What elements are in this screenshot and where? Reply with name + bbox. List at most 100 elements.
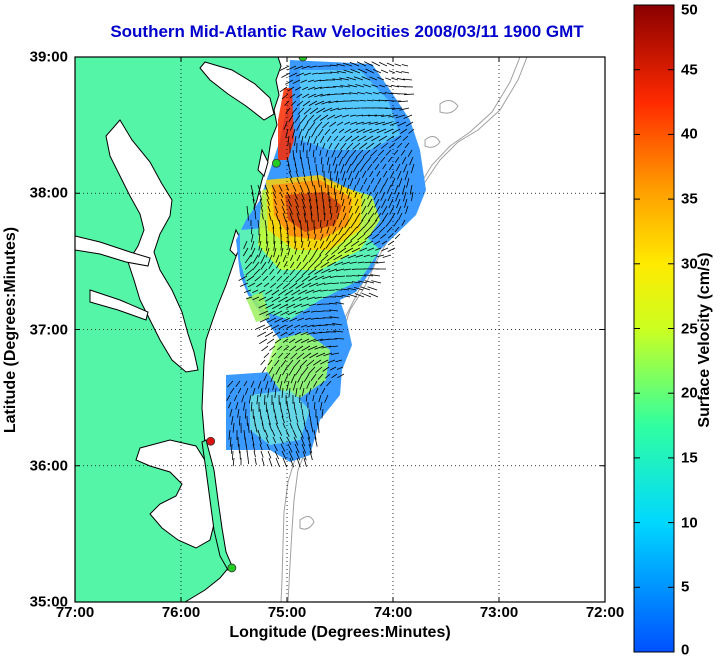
vector-arrow [265, 296, 274, 302]
vector-arrow [324, 373, 331, 379]
vector-arrow [296, 93, 303, 99]
vector-arrow [382, 163, 387, 170]
station-marker [271, 158, 281, 168]
vector-arrow [256, 282, 263, 288]
vector-arrow [319, 401, 323, 411]
vector-arrow [272, 303, 282, 310]
vector-arrow [261, 422, 266, 432]
vector-arrow [257, 380, 262, 389]
vector-arrow [288, 366, 295, 376]
vector-arrow [293, 324, 301, 329]
vector-arrow [367, 198, 373, 208]
vector-arrow [351, 156, 358, 166]
vector-arrow [308, 443, 313, 454]
vector-arrow [273, 198, 277, 205]
vector-arrow [268, 422, 273, 431]
vector-arrow [331, 128, 338, 134]
vector-arrow [390, 212, 396, 221]
vector-arrow [260, 205, 264, 213]
vector-arrow [258, 289, 266, 294]
vector-arrow [268, 261, 274, 270]
vector-arrow [398, 100, 409, 103]
vector-arrow [315, 142, 319, 151]
vector-arrow [337, 149, 343, 158]
vector-arrow [354, 198, 359, 206]
vector-arrow [335, 268, 345, 272]
velocity-patch [250, 390, 310, 445]
vector-arrow [322, 366, 330, 372]
vector-arrow [280, 443, 286, 452]
vector-arrow [370, 261, 379, 264]
vector-arrow [370, 149, 378, 157]
vector-arrow [400, 128, 408, 134]
vector-arrow [266, 443, 270, 451]
vector-arrow [367, 163, 373, 171]
vector-arrow [315, 366, 323, 373]
vector-arrow [350, 68, 361, 74]
vector-arrow [243, 289, 252, 294]
vector-arrow [305, 394, 308, 402]
vector-arrow [319, 135, 325, 144]
vector-arrow [278, 429, 283, 436]
vector-arrow [341, 198, 345, 206]
vector-arrow [375, 121, 386, 125]
vector-arrow [294, 240, 297, 249]
vector-arrow [308, 261, 316, 270]
vector-arrow [347, 287, 357, 291]
vector-arrow [258, 247, 263, 258]
colorbar-tick-label: 0 [681, 641, 690, 659]
vector-arrow [377, 149, 385, 157]
vector-arrow [394, 226, 400, 233]
vector-arrow [397, 170, 402, 180]
vector-arrow [272, 310, 283, 316]
vector-arrow [378, 135, 388, 142]
vector-arrow [397, 205, 402, 215]
vector-arrow [405, 121, 414, 127]
vector-arrow [376, 261, 386, 264]
vector-arrow [393, 149, 399, 156]
vector-arrow [354, 205, 360, 214]
vector-arrow [294, 338, 303, 344]
vector-arrow [271, 296, 281, 303]
vector-arrow [300, 436, 306, 447]
vector-arrow [389, 121, 400, 126]
vector-arrow [273, 240, 276, 251]
vector-arrow [314, 345, 325, 350]
vector-arrow [258, 310, 269, 316]
vector-arrow [341, 294, 351, 298]
vector-arrow [370, 177, 375, 184]
vector-arrow [341, 261, 351, 265]
vector-arrow [295, 275, 304, 283]
vector-arrow [350, 219, 357, 229]
vector-arrow [277, 345, 283, 351]
vector-arrow [300, 114, 308, 123]
velocity-patch [300, 70, 400, 150]
vector-arrow [363, 254, 371, 258]
vector-arrow [328, 345, 339, 348]
vector-arrow [354, 170, 360, 180]
vector-arrow [320, 261, 330, 268]
vector-arrow [337, 233, 345, 242]
vector-arrow [243, 401, 246, 411]
vector-arrow [334, 114, 343, 119]
vector-arrow [362, 121, 372, 125]
vector-arrow [311, 72, 319, 75]
vector-arrow [364, 274, 374, 277]
vector-arrow [379, 184, 385, 194]
y-tick-label: 35:00 [29, 593, 68, 611]
vector-arrow [344, 226, 351, 235]
vector-arrow [359, 163, 366, 172]
vector-arrow [370, 219, 378, 228]
vector-arrow [382, 121, 393, 126]
colorbar-tick-marks [634, 4, 674, 653]
vector-arrow [353, 287, 364, 291]
x-tick-label: 75:00 [267, 604, 307, 621]
vector-arrow [289, 212, 294, 223]
vector-arrow [232, 422, 235, 433]
vector-arrow [242, 247, 249, 257]
vector-arrow [342, 212, 347, 221]
vector-arrow [341, 92, 352, 95]
vector-arrow [404, 170, 409, 181]
vector-arrow [322, 121, 330, 129]
vector-arrow [336, 177, 340, 188]
